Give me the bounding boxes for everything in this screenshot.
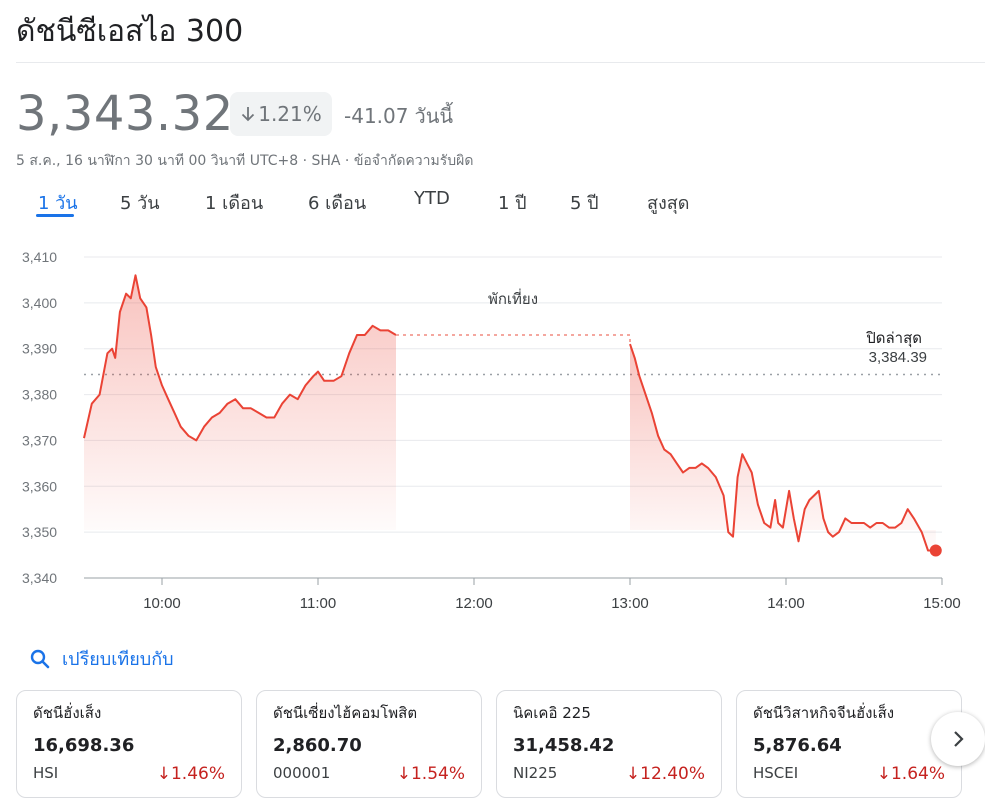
index-change-value: 1.54% — [410, 764, 465, 784]
previous-close-label: ปิดล่าสุด — [865, 329, 922, 348]
x-tick-label: 14:00 — [767, 595, 805, 612]
y-tick-label: 3,400 — [22, 295, 57, 311]
arrow-down-icon: ↓ — [156, 764, 171, 784]
index-symbol: 000001 — [273, 764, 331, 782]
x-tick-label: 10:00 — [143, 595, 181, 612]
index-change: ↓1.64% — [877, 764, 945, 784]
index-symbol: HSI — [33, 764, 59, 782]
y-tick-label: 3,370 — [22, 432, 57, 448]
y-tick-label: 3,340 — [22, 570, 57, 586]
index-symbol: NI225 — [513, 764, 558, 782]
tab-1-day[interactable]: 1 วัน — [38, 193, 78, 214]
arrow-down-icon: ↓ — [396, 764, 411, 784]
index-change-value: 12.40% — [640, 764, 705, 784]
index-change-value: 1.64% — [890, 764, 945, 784]
search-icon — [30, 649, 50, 668]
index-change: ↓1.46% — [157, 764, 225, 784]
tab-5-days[interactable]: 5 วัน — [120, 193, 160, 214]
morning-session-area — [84, 275, 396, 530]
change-percent: 1.21% — [258, 102, 322, 126]
tab-1-year[interactable]: 1 ปี — [498, 193, 527, 214]
range-tabs: 1 วัน 5 วัน 1 เดือน 6 เดือน YTD 1 ปี 5 ป… — [0, 184, 985, 220]
index-value: 16,698.36 — [33, 735, 135, 756]
quote-meta: 5 ส.ค., 16 นาฬิกา 30 นาที 00 วินาที UTC+… — [16, 153, 474, 169]
index-name: ดัชนีเซี่ยงไฮ้คอมโพสิต — [273, 704, 418, 722]
tab-1-month[interactable]: 1 เดือน — [205, 193, 264, 214]
x-tick-label: 11:00 — [300, 595, 336, 612]
index-symbol: HSCEI — [753, 764, 799, 782]
index-value: 5,876.64 — [753, 735, 842, 756]
index-change: ↓12.40% — [626, 764, 705, 784]
y-tick-label: 3,390 — [22, 341, 57, 357]
y-tick-label: 3,380 — [22, 387, 57, 403]
tab-6-months[interactable]: 6 เดือน — [308, 193, 367, 214]
afternoon-session-area — [630, 344, 936, 551]
afternoon-session-line — [629, 343, 936, 552]
previous-close-value: 3,384.39 — [869, 349, 927, 366]
compare-button[interactable]: เปรียบเทียบกับ — [30, 644, 174, 673]
last-price-point — [929, 544, 942, 557]
index-name: นิคเคอิ 225 — [513, 704, 591, 722]
lunch-break-connector — [396, 333, 631, 345]
change-percent-badge: 1.21% — [230, 92, 332, 136]
index-name: ดัชนีวิสาหกิจจีนฮั่งเส็ง — [753, 704, 895, 722]
related-indices: ดัชนีฮั่งเส็ง 16,698.36 HSI ↓1.46% ดัชนี… — [16, 690, 985, 798]
next-cards-button[interactable] — [931, 712, 985, 766]
index-card[interactable]: ดัชนีเซี่ยงไฮ้คอมโพสิต 2,860.70 000001 ↓… — [256, 690, 482, 798]
current-price: 3,343.32 — [16, 86, 234, 142]
arrow-down-icon: ↓ — [625, 764, 641, 784]
lunch-break-label: พักเที่ยง — [488, 288, 538, 308]
index-card[interactable]: ดัชนีวิสาหกิจจีนฮั่งเส็ง 5,876.64 HSCEI … — [736, 690, 962, 798]
change-absolute: -41.07 วันนี้ — [344, 100, 453, 132]
compare-label: เปรียบเทียบกับ — [62, 649, 174, 670]
morning-session-line — [83, 274, 397, 442]
index-value: 31,458.42 — [513, 735, 615, 756]
index-change: ↓1.54% — [397, 764, 465, 784]
tab-max[interactable]: สูงสุด — [647, 193, 690, 214]
chevron-right-icon — [954, 731, 964, 747]
x-tick-label: 15:00 — [923, 595, 961, 612]
x-tick-label: 12:00 — [455, 595, 493, 612]
index-card[interactable]: นิคเคอิ 225 31,458.42 NI225 ↓12.40% — [496, 690, 722, 798]
index-value: 2,860.70 — [273, 735, 362, 756]
y-tick-label: 3,410 — [22, 249, 57, 265]
tab-5-years[interactable]: 5 ปี — [570, 193, 599, 214]
header-divider — [16, 62, 985, 63]
index-name: ดัชนีฮั่งเส็ง — [33, 704, 102, 722]
tab-ytd[interactable]: YTD — [414, 188, 450, 209]
change-period: วันนี้ — [414, 104, 454, 128]
index-change-value: 1.46% — [170, 764, 225, 784]
y-tick-label: 3,350 — [22, 524, 57, 540]
active-tab-indicator — [36, 214, 74, 217]
price-chart[interactable]: 3,410 3,400 3,390 3,380 3,370 3,360 3,350 3,340… — [0, 240, 985, 620]
arrow-down-icon — [242, 107, 255, 122]
arrow-down-icon: ↓ — [876, 764, 891, 784]
index-card[interactable]: ดัชนีฮั่งเส็ง 16,698.36 HSI ↓1.46% — [16, 690, 242, 798]
page-title: ดัชนีซีเอสไอ 300 — [16, 14, 244, 49]
x-tick-label: 13:00 — [611, 595, 649, 612]
y-tick-label: 3,360 — [22, 478, 57, 494]
change-absolute-value: -41.07 — [344, 104, 409, 128]
